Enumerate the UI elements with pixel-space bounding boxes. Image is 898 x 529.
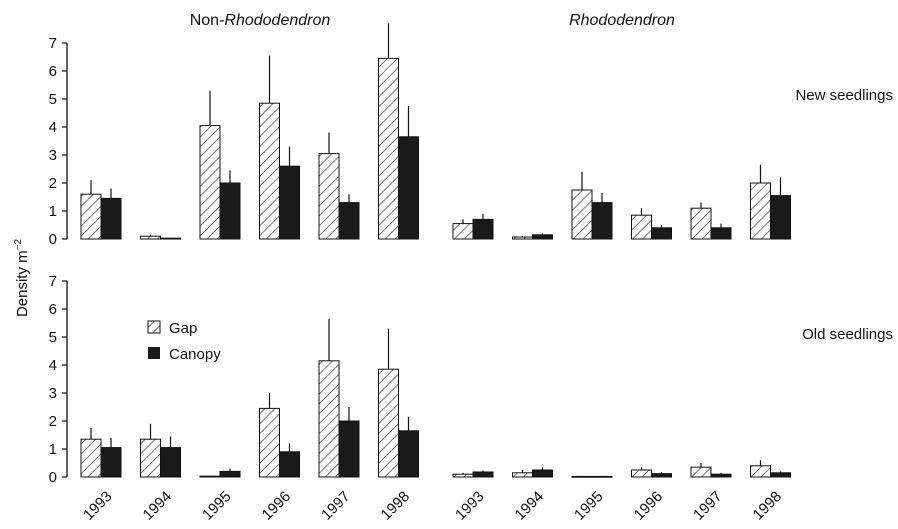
bar-canopy <box>710 227 732 240</box>
bar-canopy <box>398 430 419 478</box>
legend-swatch-canopy <box>148 347 160 359</box>
legend: Gap Canopy <box>147 320 221 363</box>
y-axis-label: Density m−2 <box>13 239 31 318</box>
y-tick-label: 6 <box>49 301 57 318</box>
bar-canopy <box>100 197 122 240</box>
x-tick-label: 1993 <box>452 488 488 524</box>
bar-gap <box>631 214 652 240</box>
bar-gap <box>750 182 771 240</box>
x-tick-label: 1997 <box>318 488 354 524</box>
x-tick-label: 1998 <box>378 488 414 524</box>
bar-gap <box>318 153 340 240</box>
bar-canopy <box>532 234 553 240</box>
bar-canopy <box>279 165 300 240</box>
legend-swatch-gap <box>147 320 161 334</box>
x-tick-label: 1995 <box>199 488 235 524</box>
x-tick-label: 1994 <box>140 488 176 524</box>
y-tick-label: 0 <box>49 469 57 486</box>
bar-canopy <box>651 473 672 478</box>
bar-gap <box>259 407 280 478</box>
x-tick-label: 1996 <box>259 488 295 524</box>
bar-canopy <box>651 227 672 240</box>
bar-canopy <box>338 202 360 240</box>
bar-gap <box>452 223 474 240</box>
bar-canopy <box>710 473 732 478</box>
bar-gap <box>140 235 161 240</box>
bar-canopy <box>338 420 360 478</box>
bar-gap <box>571 189 593 240</box>
bar-gap <box>80 438 102 478</box>
y-tick-label: 3 <box>49 385 57 402</box>
plot-area: 0 1 2 3 4 5 6 7 0 1 2 3 4 5 6 7 1993 1994 1995 1996 1997 1998… <box>49 23 791 524</box>
y-tick-label: 1 <box>49 441 57 458</box>
panel-label-new-seedlings: New seedlings <box>795 87 893 104</box>
y-tick-label: 6 <box>49 63 57 80</box>
bar-gap <box>512 472 533 478</box>
bar-canopy <box>472 471 494 478</box>
x-tick-label: 1996 <box>631 488 667 524</box>
x-tick-label: 1997 <box>690 488 726 524</box>
bar-canopy <box>160 447 181 478</box>
y-tick-label: 0 <box>49 231 57 248</box>
bar-canopy <box>532 469 553 478</box>
bar-canopy <box>770 472 791 478</box>
bar-gap <box>690 207 712 240</box>
y-tick-label: 2 <box>49 175 57 192</box>
bar-gap <box>631 469 652 478</box>
bar-gap <box>750 465 771 478</box>
y-tick-label: 1 <box>49 203 57 220</box>
group-title-non-rhododendron: Non-Rhododendron <box>190 12 331 29</box>
y-tick-label: 4 <box>49 357 57 374</box>
y-tick-label: 3 <box>49 147 57 164</box>
bar-gap <box>512 236 533 240</box>
x-tick-label: 1998 <box>750 488 786 524</box>
y-tick-label: 2 <box>49 413 57 430</box>
bar-gap <box>80 193 102 240</box>
bar-gap <box>199 125 221 240</box>
bar-gap <box>259 102 280 240</box>
y-tick-label: 4 <box>49 119 57 136</box>
bar-canopy <box>160 237 181 240</box>
bar-gap <box>378 368 399 478</box>
bar-gap <box>571 475 593 478</box>
bar-canopy <box>219 182 241 240</box>
bar-gap <box>452 473 474 478</box>
x-tick-label: 1995 <box>571 488 607 524</box>
bar-canopy <box>472 218 494 240</box>
group-title-rhododendron: Rhododendron <box>569 12 675 29</box>
bar-gap <box>690 466 712 478</box>
y-tick-label: 5 <box>49 329 57 346</box>
bar-canopy <box>100 447 122 478</box>
bar-gap <box>318 360 340 478</box>
bar-gap <box>199 475 221 478</box>
y-tick-label: 5 <box>49 91 57 108</box>
legend-label-gap: Gap <box>169 320 197 337</box>
panel-label-old-seedlings: Old seedlings <box>802 326 893 343</box>
bar-gap <box>140 438 161 478</box>
legend-label-canopy: Canopy <box>169 346 221 363</box>
x-tick-label: 1993 <box>80 488 116 524</box>
bar-canopy <box>591 202 613 240</box>
y-tick-label: 7 <box>49 35 57 52</box>
y-tick-label: 7 <box>49 273 57 290</box>
bar-gap <box>378 57 399 240</box>
bar-canopy <box>398 136 419 240</box>
x-tick-label: 1994 <box>512 488 548 524</box>
bar-canopy <box>279 451 300 478</box>
bar-canopy <box>219 470 241 478</box>
bar-canopy <box>770 195 791 240</box>
bar-canopy <box>591 475 613 478</box>
